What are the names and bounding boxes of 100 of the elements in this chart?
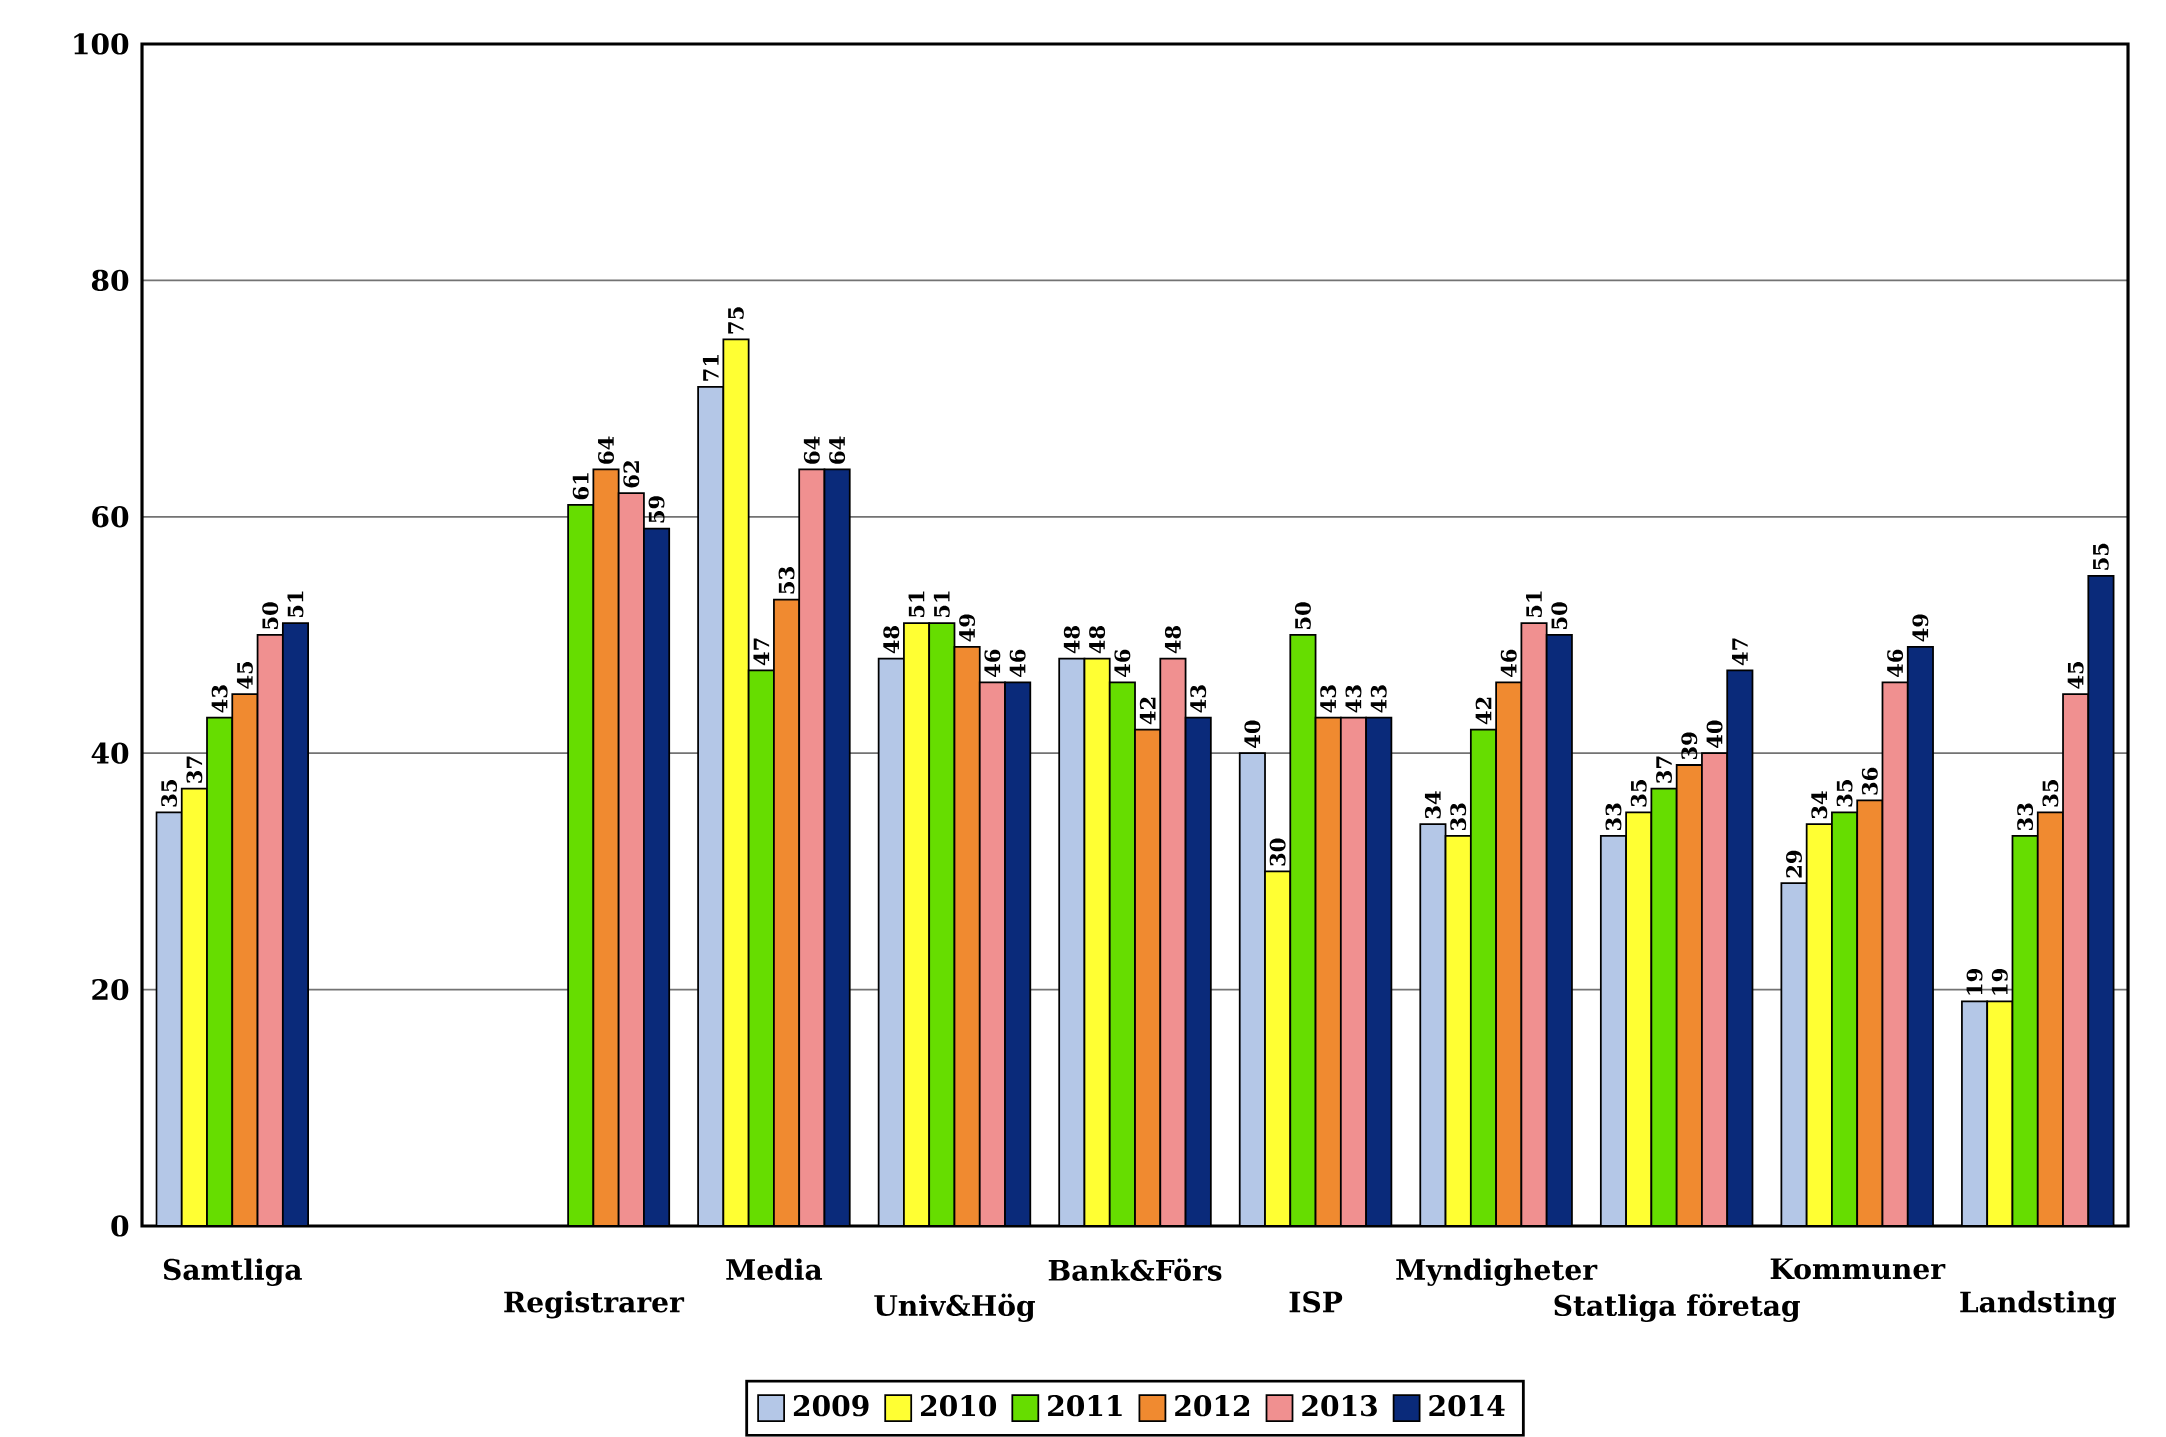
- bar: [1651, 788, 1677, 1227]
- bar: [929, 623, 955, 1227]
- bar: [1185, 717, 1211, 1227]
- data-label: 33: [1605, 803, 1622, 831]
- y-tick-label: 60: [92, 506, 129, 528]
- data-label: 64: [598, 436, 614, 464]
- data-label: 42: [1139, 697, 1156, 725]
- bar: [1907, 646, 1934, 1227]
- bar: [1676, 765, 1702, 1227]
- data-label: 40: [1244, 720, 1261, 749]
- legend-label: 2012: [1175, 1395, 1250, 1417]
- bar: [1986, 1000, 2014, 1227]
- data-label: 62: [623, 461, 640, 488]
- bar: [1315, 717, 1341, 1227]
- bar: [1470, 729, 1497, 1227]
- data-label: 49: [959, 614, 976, 642]
- y-tick-label: 100: [74, 33, 129, 55]
- bar: [1445, 836, 1471, 1227]
- legend-label: 2011: [1048, 1395, 1122, 1417]
- bar: [593, 469, 619, 1227]
- x-tick-label: Univ&Hög: [874, 1293, 1036, 1323]
- bar: [903, 623, 930, 1227]
- y-tick-label: 80: [91, 269, 129, 292]
- data-label: 49: [1912, 614, 1929, 642]
- data-label: 45: [236, 662, 253, 689]
- bar: [1626, 812, 1652, 1227]
- data-label: 46: [1114, 649, 1131, 678]
- bar: [1135, 729, 1161, 1227]
- x-tick-label: Bank&Förs: [1048, 1258, 1222, 1282]
- data-label: 48: [1164, 626, 1181, 654]
- x-tick-label: Media: [726, 1258, 823, 1281]
- data-label: 35: [161, 780, 178, 807]
- legend-label: 2010: [920, 1395, 997, 1417]
- legend-label: 2014: [1429, 1395, 1505, 1417]
- bar: [231, 693, 259, 1227]
- data-label: 33: [1450, 803, 1467, 831]
- bar: [281, 622, 309, 1227]
- bar: [799, 469, 825, 1227]
- data-label: 55: [2093, 543, 2109, 570]
- data-label: 43: [1190, 685, 1207, 713]
- bar: [1701, 753, 1728, 1227]
- bar: [2036, 811, 2064, 1227]
- data-label: 40: [1706, 720, 1723, 749]
- data-label: 35: [2042, 780, 2059, 807]
- data-label: 19: [1991, 969, 2008, 995]
- x-tick-label: Kommuner: [1770, 1258, 1946, 1280]
- data-label: 51: [1526, 591, 1542, 618]
- bar: [1005, 682, 1031, 1227]
- data-label: 42: [1475, 697, 1492, 725]
- data-label: 50: [1294, 602, 1311, 630]
- bar: [723, 339, 749, 1227]
- x-tick-label: Statliga företag: [1554, 1293, 1800, 1323]
- bar: [748, 670, 774, 1227]
- data-label: 39: [1681, 732, 1698, 760]
- x-tick-label: Registrarer: [504, 1290, 685, 1319]
- data-label: 48: [883, 626, 900, 654]
- data-label: 47: [1732, 638, 1748, 666]
- y-tick-label: 40: [91, 742, 129, 764]
- bar: [568, 505, 594, 1227]
- data-label: 46: [1009, 649, 1026, 678]
- x-tick-label: Myndigheter: [1396, 1258, 1598, 1287]
- data-label: 71: [702, 355, 719, 381]
- data-label: 30: [1269, 838, 1286, 866]
- data-label: 61: [572, 473, 589, 500]
- bar: [1160, 658, 1186, 1227]
- data-label: 43: [1345, 685, 1362, 713]
- bar: [256, 634, 284, 1227]
- bar: [1882, 682, 1908, 1227]
- data-label: 35: [1630, 780, 1647, 807]
- data-label: 59: [648, 496, 665, 523]
- data-label: 46: [984, 649, 1001, 678]
- bar: [1496, 682, 1522, 1227]
- data-label: 46: [1887, 649, 1904, 678]
- data-label: 51: [908, 591, 925, 618]
- y-tick-label: 0: [111, 1215, 129, 1237]
- data-label: 43: [1320, 685, 1337, 713]
- bar: [1857, 800, 1883, 1227]
- data-label: 64: [829, 436, 846, 464]
- bar: [643, 528, 670, 1227]
- bar: [2011, 835, 2039, 1227]
- bar: [1109, 682, 1136, 1227]
- data-label: 37: [186, 756, 203, 783]
- data-label: 48: [1063, 626, 1080, 654]
- data-label: 35: [1836, 780, 1853, 807]
- data-label: 46: [1500, 649, 1517, 678]
- bar: [206, 716, 234, 1227]
- bar: [180, 787, 208, 1227]
- data-label: 29: [1786, 850, 1802, 878]
- y-tick-label: 20: [92, 979, 129, 1001]
- x-tick-label: ISP: [1289, 1291, 1343, 1313]
- bar: [773, 599, 800, 1227]
- x-tick-label: Landsting: [1960, 1290, 2116, 1319]
- bar: [1806, 824, 1832, 1227]
- bar: [1546, 635, 1572, 1227]
- data-label: 53: [778, 567, 795, 594]
- bar: [954, 646, 980, 1227]
- data-label: 34: [1424, 791, 1441, 819]
- data-label: 47: [753, 638, 770, 666]
- legend-label: 2013: [1302, 1395, 1377, 1417]
- bar: [1084, 658, 1110, 1227]
